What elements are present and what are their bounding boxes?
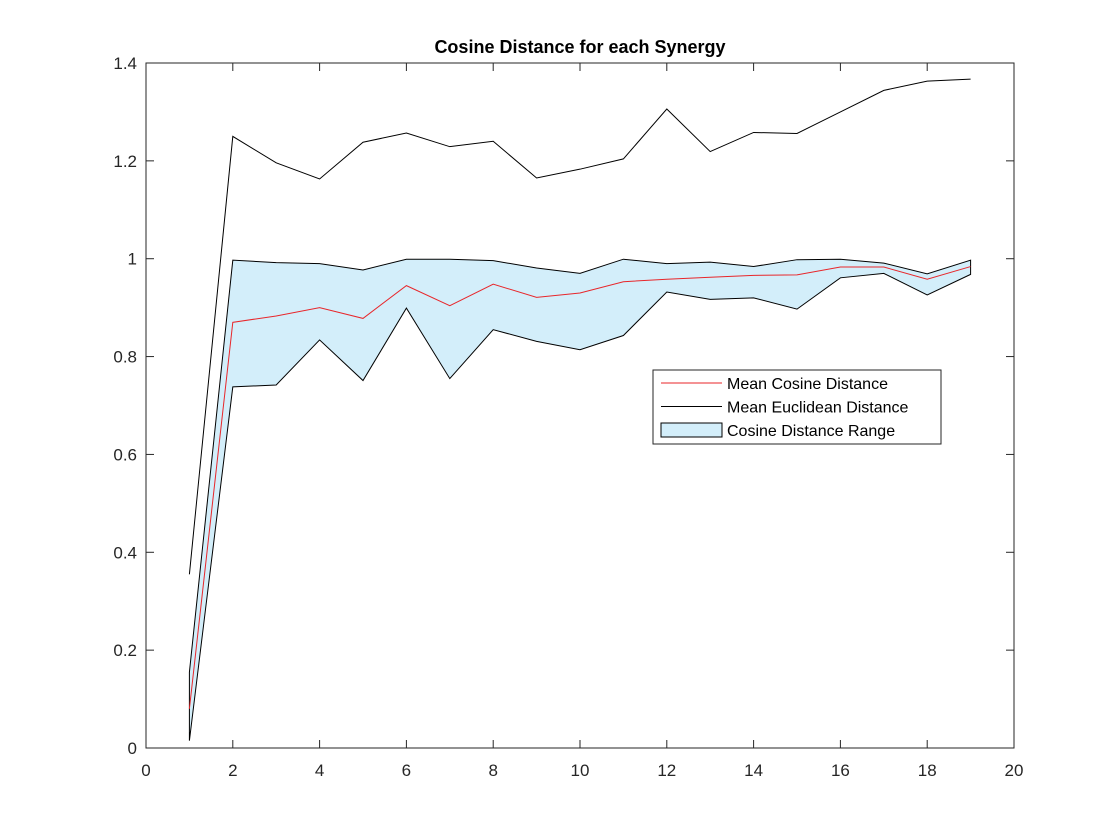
x-tick-label: 20: [1005, 761, 1024, 780]
chart-title: Cosine Distance for each Synergy: [434, 37, 725, 57]
y-tick-label: 0.2: [113, 641, 137, 660]
series-line-0: [188, 266, 971, 709]
y-tick-label: 1: [128, 250, 137, 269]
x-tick-label: 14: [744, 761, 763, 780]
y-tick-label: 0: [128, 739, 137, 758]
legend-entry-label: Mean Cosine Distance: [727, 376, 888, 393]
legend: Mean Cosine Distance Mean Euclidean Dista…: [652, 369, 942, 445]
series-line-1: [188, 78, 971, 575]
y-tick-label: 0.6: [113, 445, 137, 464]
axes: 0 2 4 6 8 10 12 14 16 18 20 0 0.2 0.4 0.6 0.8 1 1.2 1.4: [113, 54, 1023, 780]
x-tick-label: 18: [918, 761, 937, 780]
legend-entry-label: Mean Euclidean Distance: [727, 400, 909, 417]
x-tick-label: 8: [488, 761, 497, 780]
cosine-range-area: [188, 258, 972, 741]
x-tick-label: 4: [315, 761, 324, 780]
x-tick-label: 0: [141, 761, 150, 780]
legend-swatch-range: [660, 422, 723, 438]
x-tick-label: 10: [571, 761, 590, 780]
legend-entry-label: Cosine Distance Range: [727, 423, 895, 440]
x-tick-label: 2: [228, 761, 237, 780]
y-tick-label: 0.4: [113, 543, 137, 562]
plot-area: [188, 78, 972, 741]
y-tick-label: 1.4: [113, 54, 137, 73]
x-tick-label: 6: [402, 761, 411, 780]
y-tick-label: 1.2: [113, 152, 137, 171]
x-tick-label: 16: [831, 761, 850, 780]
y-tick-label: 0.8: [113, 348, 137, 367]
x-tick-label: 12: [657, 761, 676, 780]
